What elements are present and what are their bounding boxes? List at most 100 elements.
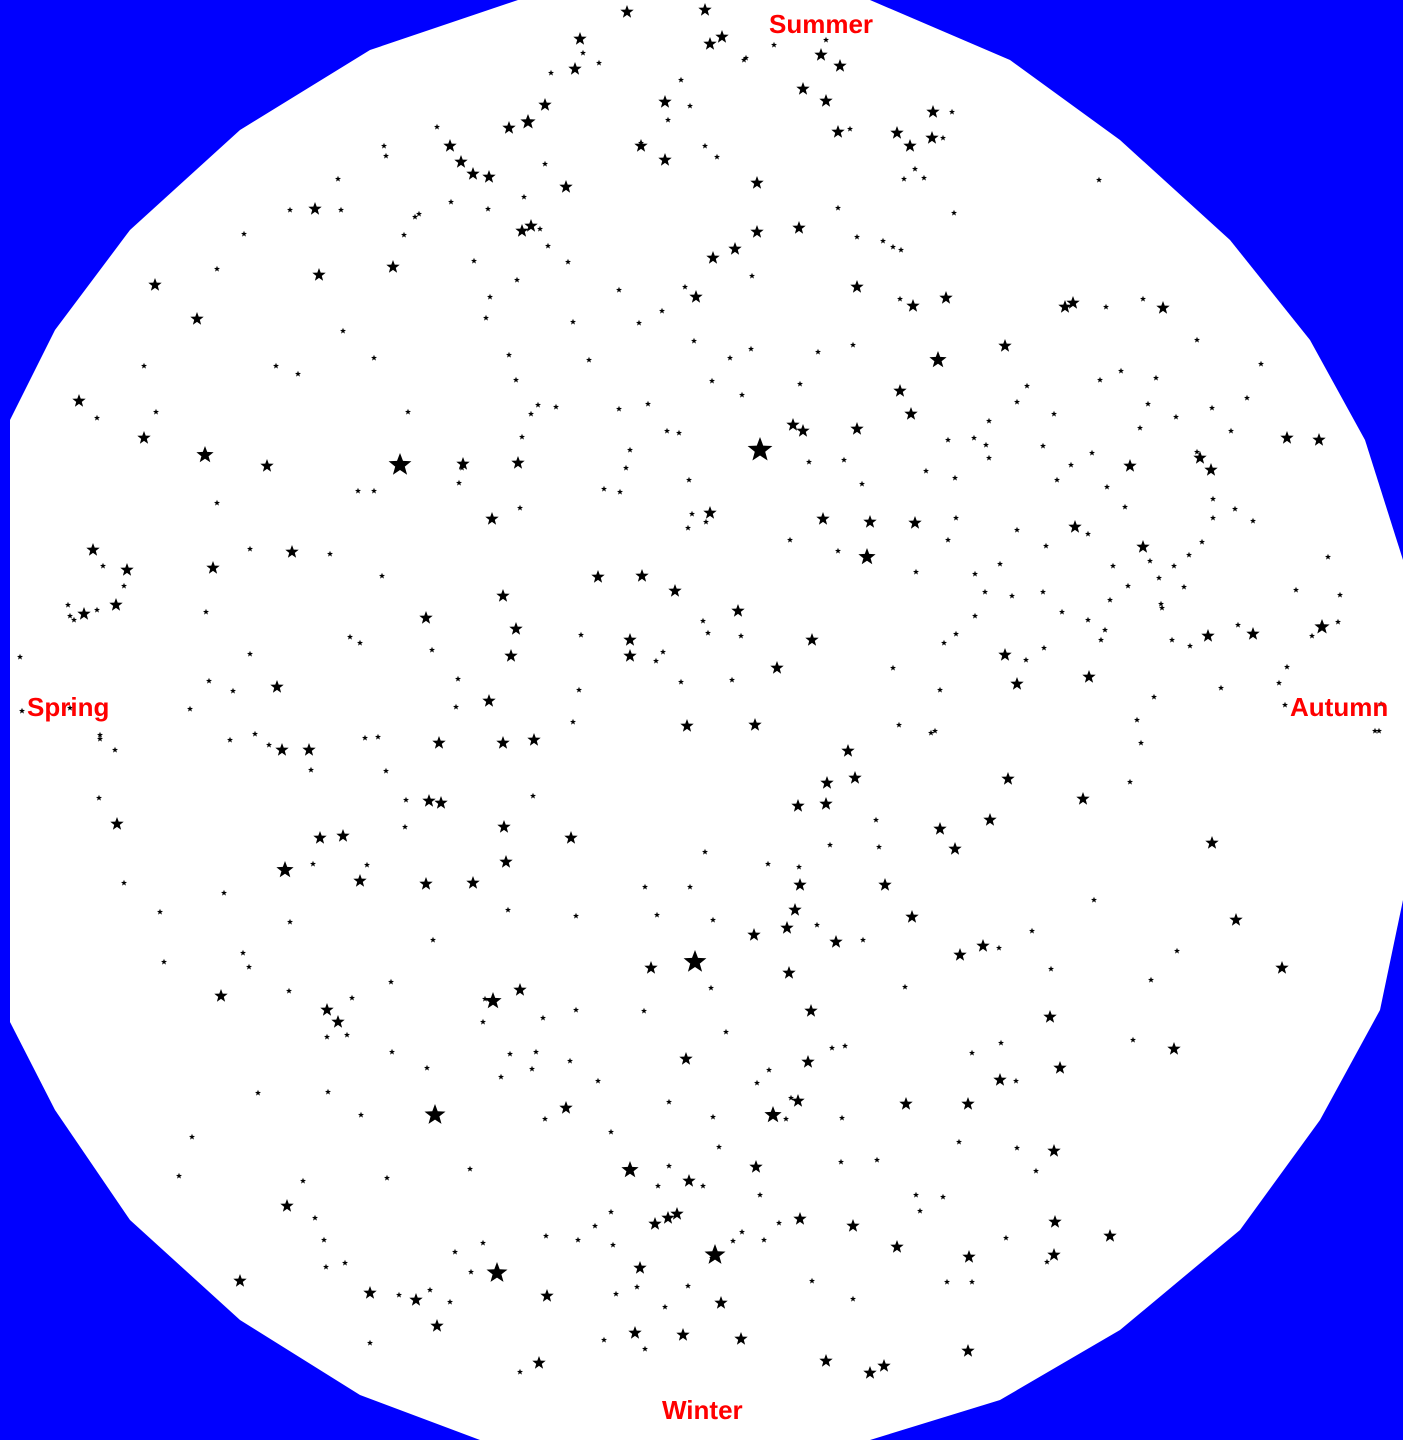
star-icon (1158, 600, 1164, 607)
star-icon (379, 572, 385, 579)
star-icon (338, 206, 344, 213)
star-icon (517, 504, 523, 511)
star-icon (953, 514, 959, 521)
star-icon (634, 139, 648, 152)
star-icon (1210, 514, 1216, 521)
star-icon (364, 861, 370, 868)
star-icon (1053, 1061, 1067, 1074)
star-icon (710, 1113, 716, 1120)
star-icon (750, 176, 764, 189)
star-icon (324, 1033, 330, 1040)
star-icon (714, 1296, 728, 1309)
star-icon (661, 1211, 675, 1224)
star-icon (1156, 301, 1170, 314)
star-icon (1194, 336, 1200, 343)
star-icon (1040, 588, 1046, 595)
star-icon (520, 114, 536, 129)
star-icon (153, 408, 159, 415)
star-icon (819, 797, 833, 810)
star-icon (429, 646, 435, 653)
star-icon (455, 675, 461, 682)
star-icon (982, 588, 988, 595)
star-icon (636, 319, 642, 326)
star-icon (682, 1174, 696, 1187)
star-icon (787, 536, 793, 543)
star-icon (402, 823, 408, 830)
star-icon (432, 736, 446, 749)
star-icon (447, 1298, 453, 1305)
star-icon (627, 446, 633, 453)
star-icon (613, 1290, 619, 1297)
star-icon (878, 878, 892, 891)
star-icon (1089, 449, 1095, 456)
star-icon (538, 98, 552, 111)
star-icon (240, 949, 246, 956)
star-icon (655, 1182, 661, 1189)
star-icon (570, 318, 576, 325)
star-icon (972, 570, 978, 577)
star-icon (453, 703, 459, 710)
star-icon (1041, 644, 1047, 651)
star-icon (72, 394, 86, 407)
star-icon (945, 436, 951, 443)
star-icon (1076, 792, 1090, 805)
star-icon (953, 630, 959, 637)
star-icon (623, 633, 637, 646)
star-icon (829, 1044, 835, 1051)
star-icon (1136, 540, 1150, 553)
star-icon (749, 1160, 763, 1173)
star-icon (858, 548, 876, 565)
star-icon (1107, 596, 1113, 603)
star-icon (71, 616, 77, 623)
star-icon (761, 1236, 767, 1243)
star-icon (1125, 582, 1131, 589)
star-icon (1276, 679, 1282, 686)
star-icon (313, 831, 327, 844)
star-icon (424, 1064, 430, 1071)
star-icon (793, 1212, 807, 1225)
star-icon (893, 384, 907, 397)
star-icon (487, 293, 493, 300)
star-icon (67, 704, 73, 711)
star-icon (148, 278, 162, 291)
star-icon (680, 719, 694, 732)
star-icon (187, 705, 193, 712)
star-icon (792, 221, 806, 234)
star-icon (628, 1326, 642, 1339)
star-icon (206, 561, 220, 574)
star-icon (456, 457, 470, 470)
star-icon (788, 903, 802, 916)
star-icon (176, 1172, 182, 1179)
star-icon (816, 512, 830, 525)
star-icon (424, 1104, 446, 1124)
star-icon (929, 351, 947, 368)
star-icon (110, 817, 124, 830)
star-icon (850, 1295, 856, 1302)
star-icon (835, 547, 841, 554)
star-icon (247, 650, 253, 657)
star-icon (371, 354, 377, 361)
star-icon (971, 434, 977, 441)
star-icon (928, 729, 934, 736)
star-icon (565, 258, 571, 265)
star-icon (524, 219, 538, 232)
star-icon (412, 213, 418, 220)
star-icon (467, 1165, 473, 1172)
star-icon (633, 1261, 647, 1274)
star-icon (796, 863, 802, 870)
star-icon (771, 41, 777, 48)
star-icon (521, 193, 527, 200)
star-icon (780, 921, 794, 934)
star-icon (764, 1106, 782, 1123)
star-icon (738, 632, 744, 639)
star-icon (912, 165, 918, 172)
star-icon (1173, 413, 1179, 420)
star-icon (252, 730, 258, 737)
star-icon (976, 939, 990, 952)
star-icon (1130, 1036, 1136, 1043)
star-icon (686, 476, 692, 483)
star-icon (1209, 404, 1215, 411)
star-icon (335, 175, 341, 182)
star-icon (206, 677, 212, 684)
star-icon (1246, 627, 1260, 640)
